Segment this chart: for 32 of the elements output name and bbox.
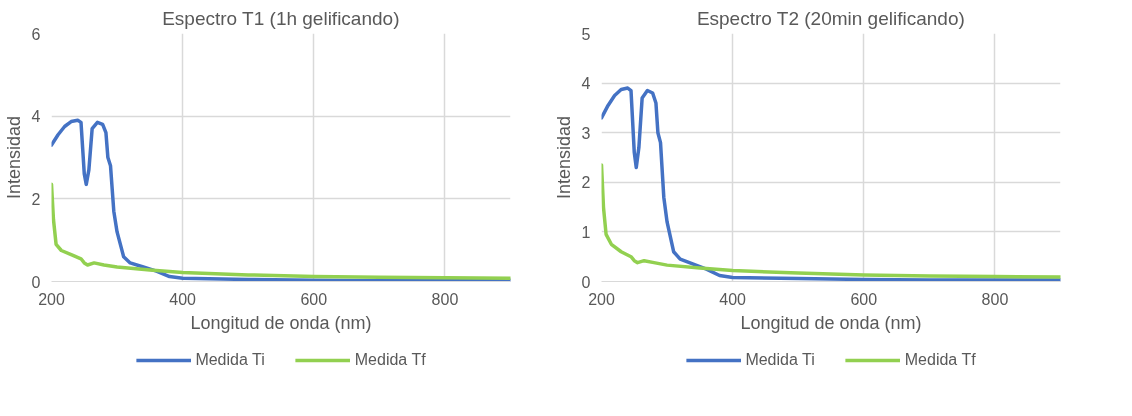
chart-title: Espectro T2 (20min gelificando) xyxy=(696,7,965,29)
line-series xyxy=(601,163,1061,279)
y-tick-label: 4 xyxy=(581,75,591,93)
y-tick-label: 5 xyxy=(581,25,591,43)
y-axis-title: Intensidad xyxy=(553,115,574,200)
y-axis-title: Intensidad xyxy=(3,115,24,200)
x-tick-label: 200 xyxy=(38,290,65,308)
x-tick-label: 800 xyxy=(431,290,459,308)
legend-label: Medida Tf xyxy=(354,351,426,369)
y-tick-label: 2 xyxy=(581,174,591,192)
y-tick-label: 1 xyxy=(581,223,591,241)
chart-title: Espectro T1 (1h gelificando) xyxy=(162,7,400,29)
y-tick-label: 4 xyxy=(31,108,41,126)
line-series xyxy=(601,86,1061,282)
line-series xyxy=(51,118,511,282)
y-tick-label: 6 xyxy=(31,25,41,43)
x-tick-label: 600 xyxy=(300,290,328,308)
x-tick-label: 400 xyxy=(169,290,197,308)
y-tick-label: 2 xyxy=(31,190,41,208)
x-tick-label: 800 xyxy=(981,290,1009,308)
x-tick-label: 200 xyxy=(588,290,615,308)
line-series xyxy=(51,182,511,280)
x-tick-label: 600 xyxy=(850,290,878,308)
x-axis-title: Longitud de onda (nm) xyxy=(190,312,372,333)
legend-label: Medida Tf xyxy=(904,351,976,369)
y-tick-label: 0 xyxy=(31,273,41,291)
y-tick-label: 3 xyxy=(581,124,591,142)
x-tick-label: 400 xyxy=(719,290,747,308)
legend-label: Medida Ti xyxy=(195,351,265,369)
y-tick-label: 0 xyxy=(581,273,591,291)
legend-label: Medida Ti xyxy=(745,351,815,369)
x-axis-title: Longitud de onda (nm) xyxy=(740,312,922,333)
